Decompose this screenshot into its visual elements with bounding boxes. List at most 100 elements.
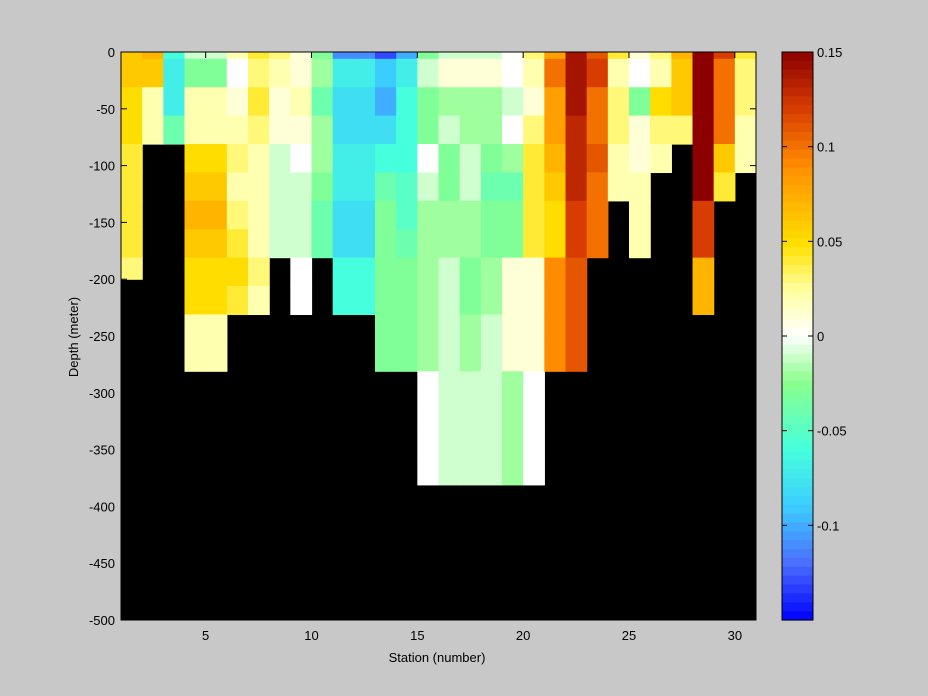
heatmap-cell	[184, 314, 207, 344]
heatmap-cell	[226, 58, 249, 88]
heatmap-cell	[502, 144, 524, 174]
heatmap-cell	[523, 58, 545, 88]
colorbar-swatch	[782, 220, 813, 231]
heatmap-cell	[142, 58, 164, 88]
colorbar-swatch	[782, 398, 813, 408]
heatmap-cell	[396, 342, 418, 372]
colorbar-swatch	[782, 602, 813, 612]
heatmap-cell	[184, 115, 207, 145]
heatmap-cell	[311, 172, 334, 202]
heatmap-cell	[226, 172, 249, 202]
heatmap-cell	[734, 115, 757, 145]
heatmap-cell	[353, 58, 376, 88]
heatmap-cell	[692, 257, 715, 287]
heatmap-cell	[713, 144, 736, 174]
colorbar-swatch	[782, 540, 813, 550]
heatmap-cell	[332, 229, 355, 259]
heatmap-cell	[353, 87, 376, 117]
heatmap-cell	[629, 87, 651, 117]
heatmap-cell	[417, 314, 440, 344]
heatmap-cell	[544, 342, 567, 372]
heatmap-cell	[269, 115, 291, 145]
heatmap-cell	[290, 257, 313, 287]
heatmap-cell	[226, 229, 249, 259]
heatmap-cell	[163, 52, 186, 60]
heatmap-cell	[438, 87, 461, 117]
heatmap-cell	[713, 52, 736, 60]
heatmap-cell	[226, 257, 249, 287]
colorbar-swatch	[782, 486, 813, 497]
y-tick-label: -350	[89, 443, 115, 458]
heatmap-cell	[396, 229, 418, 259]
colorbar-swatch	[782, 353, 813, 364]
heatmap-cell	[396, 200, 418, 230]
heatmap-cell	[417, 371, 440, 401]
colorbar-swatch	[782, 194, 813, 204]
heatmap-cell	[607, 115, 630, 145]
colorbar-swatch	[782, 149, 813, 160]
heatmap-cell	[459, 314, 482, 344]
heatmap-cell	[459, 52, 482, 60]
heatmap-cell	[480, 399, 503, 429]
heatmap-cell	[629, 229, 651, 259]
heatmap-cell	[184, 52, 207, 60]
heatmap-cell	[692, 87, 715, 117]
colorbar-swatch	[782, 69, 813, 80]
heatmap-cell	[417, 286, 440, 316]
heatmap-cell	[523, 257, 545, 287]
heatmap-cell	[438, 229, 461, 259]
heatmap-cell	[121, 257, 143, 280]
heatmap-cell	[692, 52, 715, 60]
colorbar-tick-label: 0.15	[817, 45, 842, 60]
heatmap-cell	[417, 144, 440, 174]
heatmap-cell	[142, 87, 164, 117]
colorbar-swatch	[782, 105, 813, 115]
heatmap-cell	[290, 200, 313, 230]
heatmap-cell	[332, 144, 355, 174]
heatmap-cell	[692, 200, 715, 230]
heatmap-cell	[417, 229, 440, 259]
heatmap-cell	[480, 229, 503, 259]
heatmap-cell	[121, 115, 143, 145]
heatmap-cell	[290, 87, 313, 117]
heatmap-cell	[438, 286, 461, 316]
heatmap-cell	[121, 52, 143, 60]
heatmap-cell	[311, 144, 334, 174]
heatmap-cell	[523, 428, 545, 458]
heatmap-cell	[375, 342, 397, 372]
heatmap-cell	[375, 172, 397, 202]
heatmap-cell	[353, 115, 376, 145]
y-tick-label: -500	[89, 613, 115, 628]
heatmap-cell	[502, 371, 524, 401]
heatmap-cell	[269, 87, 291, 117]
heatmap-cell	[650, 115, 672, 145]
heatmap-cell	[734, 52, 757, 60]
heatmap-cell	[565, 314, 588, 344]
heatmap-cell	[734, 58, 757, 88]
heatmap-cell	[184, 172, 207, 202]
heatmap-cell	[438, 314, 461, 344]
heatmap-cell	[226, 200, 249, 230]
heatmap-cell	[269, 229, 291, 259]
heatmap-cell	[459, 399, 482, 429]
heatmap-cell	[502, 172, 524, 202]
heatmap-cell	[269, 172, 291, 202]
heatmap-cell	[121, 229, 143, 259]
axes: 5 10 15 20 25 30 0 -50 -100 -150 -200 -250 -300 -350 -…	[89, 45, 757, 643]
heatmap-cell	[184, 200, 207, 230]
colorbar-swatch	[782, 336, 813, 346]
heatmap-cell	[692, 144, 715, 174]
heatmap-cell	[375, 286, 397, 316]
heatmap-cell	[544, 314, 567, 344]
heatmap-cell	[205, 286, 228, 316]
heatmap-cell	[480, 456, 503, 486]
colorbar-swatch	[782, 265, 813, 275]
heatmap-cell	[290, 172, 313, 202]
heatmap-cell	[586, 144, 609, 174]
y-tick-label: 0	[108, 45, 115, 60]
heatmap-cell	[417, 87, 440, 117]
plot-area	[121, 52, 757, 620]
y-tick-label: -300	[89, 386, 115, 401]
colorbar-swatch	[782, 114, 813, 124]
heatmap-cell	[248, 115, 270, 145]
